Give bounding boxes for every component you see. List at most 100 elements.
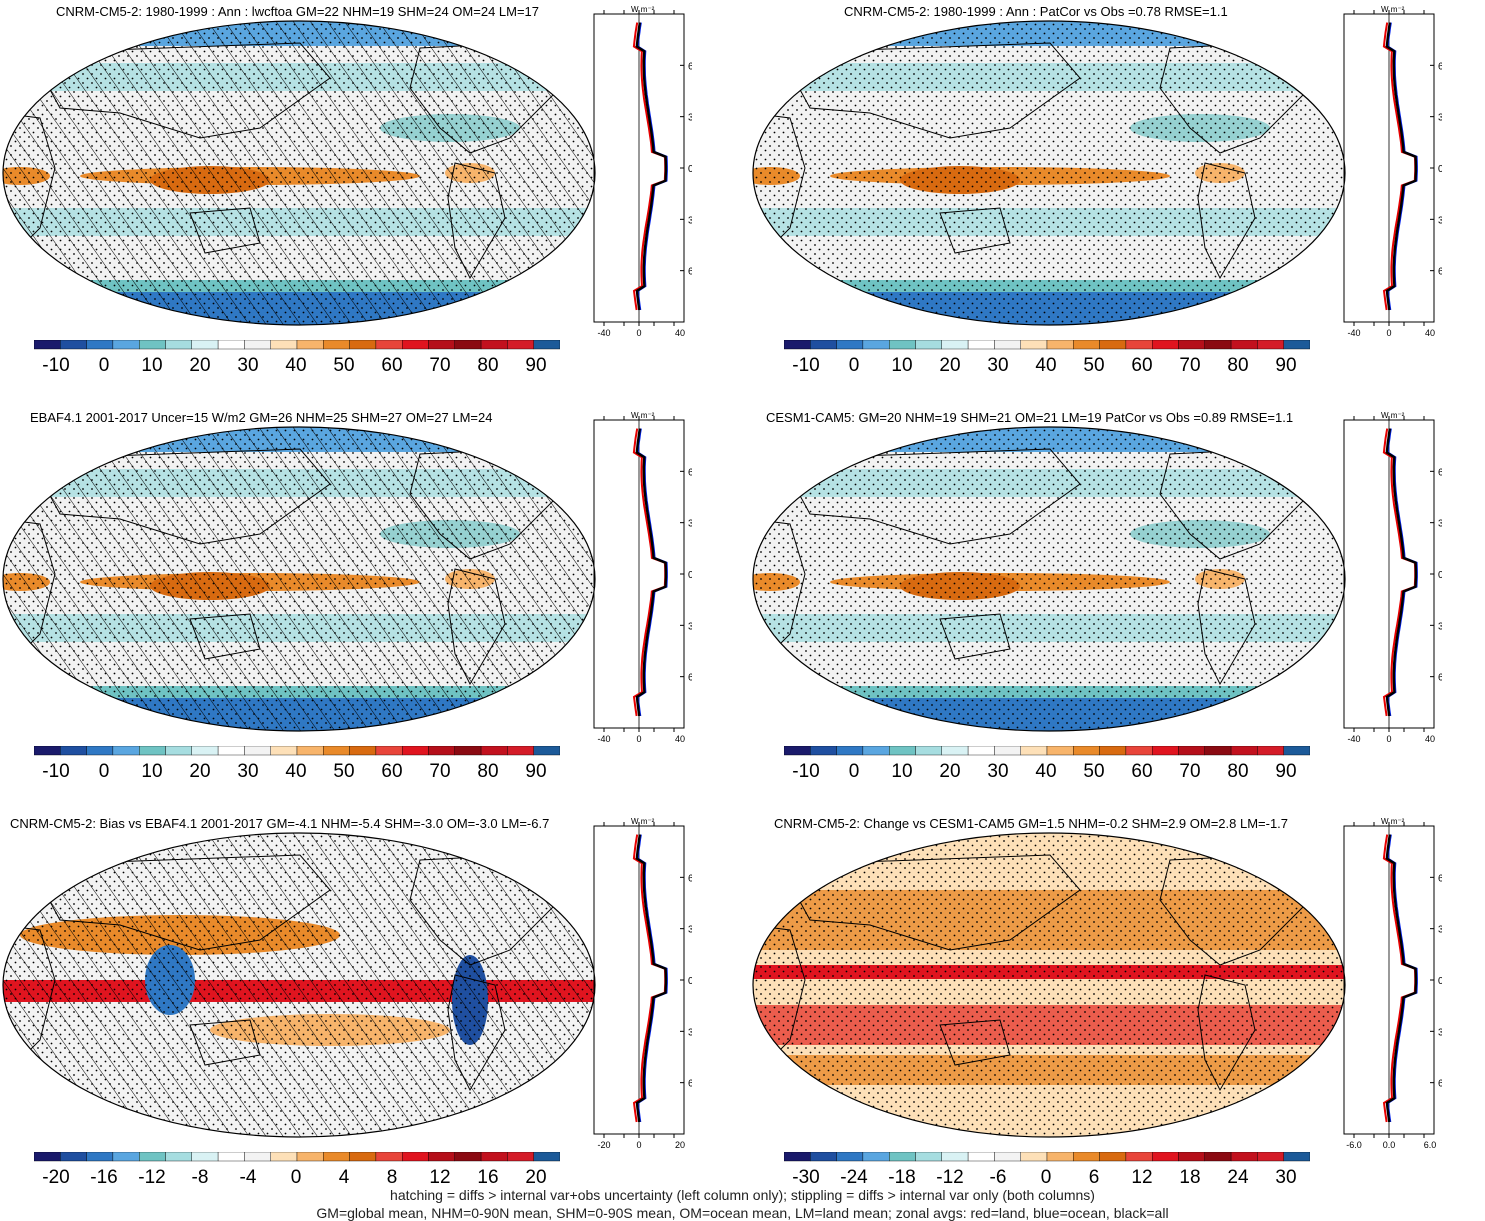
colorbar-swatch <box>967 746 995 756</box>
colorbar-swatch <box>941 340 969 350</box>
colorbar-swatch <box>480 340 508 350</box>
colorbar-label: 18 <box>1179 1167 1200 1188</box>
colorbar-swatch <box>915 340 942 350</box>
x-tick-label: 0 <box>636 1140 641 1150</box>
all-curve <box>635 834 668 1123</box>
colorbar-swatch <box>1257 1152 1284 1162</box>
colorbar-swatch <box>165 746 192 756</box>
colorbar-swatch <box>1204 1152 1232 1162</box>
colorbar-swatch <box>296 1152 324 1162</box>
world-map <box>752 832 1346 1138</box>
colorbar-swatch <box>941 746 969 756</box>
colorbar-label: 50 <box>333 355 354 376</box>
colorbar-swatch <box>375 340 403 350</box>
colorbar-label: -18 <box>888 1167 915 1188</box>
zonal-mean-plot: W m⁻² -6.0 0.0 6.0 60N 30N 0 30S 60S <box>1343 818 1442 1150</box>
colorbar-swatch <box>1178 340 1205 350</box>
colorbar-swatch <box>507 340 534 350</box>
colorbar-label: 20 <box>189 761 210 782</box>
lat-label: 60N <box>688 873 692 884</box>
colorbar-swatch <box>784 340 811 350</box>
colorbar-swatch <box>1046 340 1074 350</box>
colorbar-label: -6 <box>990 1167 1007 1188</box>
colorbar-label: -4 <box>240 1167 257 1188</box>
colorbar-label: 12 <box>1131 1167 1152 1188</box>
colorbar-swatch <box>1204 746 1232 756</box>
colorbar-swatch <box>296 746 324 756</box>
colorbar-swatch <box>507 746 534 756</box>
colorbar-label: -10 <box>42 355 69 376</box>
colorbar-swatch <box>165 1152 192 1162</box>
colorbar-swatch <box>967 340 995 350</box>
panel-ebaf-obs: EBAF4.1 2001-2017 Uncer=15 W/m2 GM=26 NH… <box>0 406 742 811</box>
colorbar: -20 -16 -12 -8 -4 0 4 8 12 16 20 <box>34 1152 560 1188</box>
colorbar-swatch <box>86 340 114 350</box>
units-label: W m⁻² <box>1381 412 1405 420</box>
colorbar-label: 40 <box>1035 761 1056 782</box>
stippling <box>753 833 1345 1137</box>
colorbar-swatch <box>375 1152 403 1162</box>
colorbar-swatch <box>138 340 166 350</box>
colorbar-label: 60 <box>381 355 402 376</box>
colorbar-swatch <box>60 1152 87 1162</box>
colorbar-swatch <box>323 1152 350 1162</box>
x-tick-label: 0 <box>636 734 641 744</box>
colorbar-swatch <box>862 1152 890 1162</box>
colorbar-label: 50 <box>333 761 354 782</box>
all-curve <box>635 428 668 717</box>
x-tick-label: 0 <box>1386 734 1391 744</box>
lat-label: 60N <box>1438 467 1442 478</box>
x-tick-label: 6.0 <box>1424 1140 1437 1150</box>
colorbar-swatch <box>1046 1152 1074 1162</box>
colorbar-label: 70 <box>1179 355 1200 376</box>
lat-label: 0 <box>1438 164 1442 175</box>
units-label: W m⁻² <box>1381 818 1405 826</box>
units-label: W m⁻² <box>631 412 655 420</box>
x-tick-label: -20 <box>597 1140 610 1150</box>
colorbar-swatch <box>138 746 166 756</box>
colorbar-swatch <box>1125 1152 1153 1162</box>
colorbar-swatch <box>402 746 429 756</box>
colorbar-label: -20 <box>42 1167 69 1188</box>
lat-label: 60N <box>1438 873 1442 884</box>
colorbar-label: 90 <box>525 355 546 376</box>
lat-label: 0 <box>1438 976 1442 987</box>
colorbar-label: 60 <box>381 761 402 782</box>
colorbar-swatch <box>402 340 429 350</box>
lat-label: 30N <box>1438 519 1442 530</box>
map-field <box>753 427 1345 731</box>
zonal-mean-plot: W m⁻² -40 0 40 60N 30N 0 30S 60S <box>1343 6 1442 338</box>
colorbar-swatch <box>1257 340 1284 350</box>
colorbar-swatch <box>244 746 271 756</box>
hatching <box>3 833 595 1137</box>
lat-label: 30S <box>688 1027 692 1038</box>
colorbar-swatch <box>994 1152 1021 1162</box>
colorbar-swatch <box>1020 340 1048 350</box>
colorbar-swatch <box>836 1152 864 1162</box>
colorbar-swatch <box>217 1152 245 1162</box>
colorbar-label: 80 <box>477 761 498 782</box>
colorbar-swatch <box>784 746 811 756</box>
colorbar-label: -16 <box>90 1167 117 1188</box>
footer-note-2: GM=global mean, NHM=0-90N mean, SHM=0-90… <box>316 1205 1169 1221</box>
colorbar-swatch <box>1152 746 1179 756</box>
panel-change-vs-cesm: CNRM-CM5-2: Change vs CESM1-CAM5 GM=1.5 … <box>750 812 1485 1217</box>
colorbar-label: 50 <box>1083 761 1104 782</box>
colorbar-swatch <box>1230 1152 1258 1162</box>
panel-title: CNRM-CM5-2: 1980-1999 : Ann : PatCor vs … <box>844 4 1228 19</box>
land-curve <box>1382 22 1417 311</box>
colorbar-swatch <box>810 340 837 350</box>
stippling <box>753 21 1345 325</box>
colorbar-swatch <box>1046 746 1074 756</box>
lat-label: 60S <box>688 1079 692 1090</box>
colorbar-swatch <box>454 746 482 756</box>
world-map <box>2 832 596 1138</box>
panel-title: EBAF4.1 2001-2017 Uncer=15 W/m2 GM=26 NH… <box>30 410 493 425</box>
world-map <box>752 426 1346 732</box>
colorbar-swatch <box>480 746 508 756</box>
colorbar-swatch <box>836 340 864 350</box>
colorbar-swatch <box>402 1152 429 1162</box>
x-tick-label: 40 <box>675 328 685 338</box>
land-curve <box>632 22 667 311</box>
colorbar-swatch <box>1230 340 1258 350</box>
